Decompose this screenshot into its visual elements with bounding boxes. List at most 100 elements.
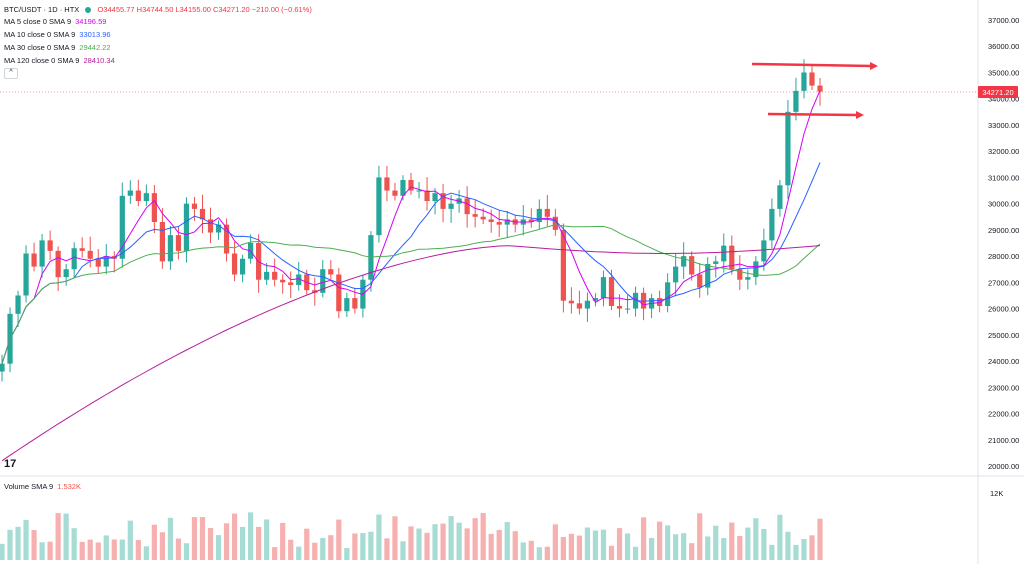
- market-status-dot: [85, 7, 92, 14]
- volume-bar: [592, 530, 599, 560]
- volume-bar: [560, 537, 566, 560]
- volume-bar: [360, 533, 366, 560]
- candle-body: [544, 208, 550, 217]
- candle-body: [191, 203, 198, 209]
- price-tick-label: 31000.00: [988, 173, 1019, 182]
- candle-body: [665, 282, 671, 306]
- candle-body: [536, 208, 542, 223]
- candle-body: [440, 193, 446, 209]
- candle-body: [0, 363, 5, 372]
- candle-body: [801, 72, 807, 91]
- candle-body: [135, 190, 141, 202]
- candle-body: [151, 193, 157, 223]
- volume-bar: [87, 539, 93, 560]
- ma5-legend[interactable]: MA 5 close 0 SMA 9 34196.59: [4, 17, 107, 26]
- candle-body: [392, 190, 398, 196]
- candle-body: [328, 269, 334, 275]
- candle-body: [87, 250, 93, 259]
- candle-body: [336, 274, 342, 312]
- candle-body: [288, 282, 294, 285]
- candle-body: [705, 263, 711, 288]
- candle-body: [400, 180, 406, 196]
- volume-bar: [320, 537, 326, 560]
- candle-body: [167, 235, 174, 262]
- volume-bar: [167, 517, 174, 560]
- volume-bar: [657, 521, 663, 560]
- ma30-legend[interactable]: MA 30 close 0 SMA 9 29442.22: [4, 43, 111, 52]
- volume-bar: [480, 512, 486, 560]
- ma-line: [1, 162, 821, 364]
- candle-body: [272, 271, 278, 280]
- price-tick-label: 22000.00: [988, 410, 1019, 419]
- candle-body: [809, 72, 815, 86]
- symbol-legend[interactable]: BTC/USDT · 1D · HTX O34455.77 H34744.50 …: [4, 4, 312, 15]
- candle-body: [673, 266, 679, 283]
- volume-legend[interactable]: Volume SMA 9 1.532K: [4, 482, 81, 491]
- volume-bar: [424, 532, 430, 560]
- candle-body: [23, 253, 29, 296]
- volume-bar: [7, 529, 13, 560]
- volume-bar: [352, 533, 358, 560]
- volume-bar: [440, 523, 446, 560]
- candle-body: [761, 240, 767, 262]
- volume-bar: [408, 526, 414, 560]
- candle-body: [560, 229, 566, 301]
- candle-body: [769, 208, 775, 241]
- volume-bar: [777, 514, 783, 560]
- candle-body: [608, 277, 615, 306]
- collapse-legend-button[interactable]: ^: [4, 68, 18, 79]
- ma120-legend[interactable]: MA 120 close 0 SMA 9 28410.34: [4, 56, 115, 65]
- candle-body: [528, 219, 534, 223]
- candle-body: [793, 90, 799, 112]
- volume-bar: [248, 512, 254, 560]
- candle-body: [737, 269, 743, 280]
- volume-bar: [729, 522, 735, 560]
- ma10-legend[interactable]: MA 10 close 0 SMA 9 33013.96: [4, 30, 111, 39]
- candle-body: [215, 224, 222, 233]
- volume-bar: [785, 531, 791, 560]
- volume-bar: [135, 539, 141, 560]
- svg-text:12K: 12K: [990, 489, 1003, 498]
- candle-body: [408, 180, 414, 191]
- volume-bar: [801, 539, 807, 560]
- volume-bar: [336, 519, 342, 560]
- volume-bar: [713, 525, 719, 560]
- volume-bar: [71, 528, 77, 560]
- volume-bar: [199, 517, 206, 560]
- candle-body: [488, 219, 494, 223]
- volume-bar: [584, 527, 591, 560]
- volume-bar: [697, 513, 703, 560]
- ma120-line: [1, 245, 821, 462]
- volume-bar: [63, 513, 69, 560]
- price-axis: 37000.00 36000.00 35000.00 34000.00 33000.00…: [988, 16, 1019, 471]
- volume-bar: [312, 542, 318, 560]
- candle-body: [31, 253, 37, 267]
- candle-body: [223, 224, 230, 254]
- candle-body: [127, 190, 133, 196]
- tradingview-logo-icon[interactable]: 17: [4, 458, 17, 470]
- price-tick-label: 37000.00: [988, 16, 1019, 25]
- ohlc-values: O34455.77 H34744.50 L34155.00 C34271.20 …: [97, 5, 312, 14]
- volume-bar: [673, 534, 679, 560]
- candle-body: [47, 240, 53, 251]
- candle-body: [472, 214, 478, 217]
- volume-bar: [681, 533, 687, 560]
- candle-body: [175, 235, 182, 251]
- candle-body: [464, 198, 470, 215]
- candle-body: [552, 216, 558, 230]
- candle-body: [39, 240, 45, 267]
- volume-bar: [296, 546, 302, 560]
- volume-axis-label: 12K: [990, 489, 1003, 498]
- volume-bar: [223, 523, 230, 560]
- price-tick-label: 30000.00: [988, 200, 1019, 209]
- candle-body: [600, 277, 607, 299]
- volume-bar: [159, 532, 165, 560]
- volume-bar: [328, 535, 334, 560]
- candle-body: [264, 271, 270, 280]
- volume-bar: [175, 538, 182, 560]
- volume-bar: [143, 546, 149, 560]
- volume-bar: [111, 539, 117, 560]
- candle-body: [239, 258, 246, 275]
- volume-bar: [272, 547, 278, 560]
